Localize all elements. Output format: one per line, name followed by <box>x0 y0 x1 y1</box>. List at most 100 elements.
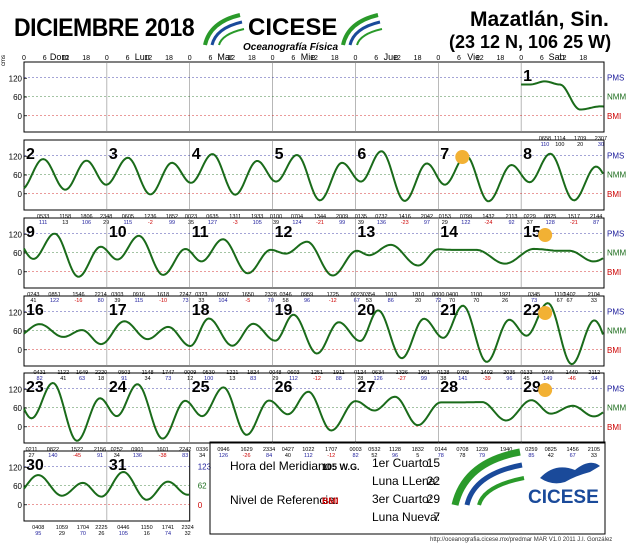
reference-level-label: NMM <box>607 403 626 412</box>
extreme-time-label: 1832 <box>412 447 424 453</box>
hour-tick-label: 18 <box>165 55 173 62</box>
hour-tick-label: 6 <box>457 55 461 62</box>
extreme-time-label: 0635 <box>206 214 218 220</box>
hour-tick-label: 12 <box>476 55 484 62</box>
hour-tick-label: 0 <box>519 55 523 62</box>
extreme-time-label: 0532 <box>368 447 380 453</box>
hour-tick-label: 6 <box>291 55 295 62</box>
extreme-time-label: 1013 <box>385 292 397 298</box>
extreme-height-label: 28 <box>357 376 363 382</box>
extreme-height-label: -38 <box>159 453 167 459</box>
hour-tick-label: 6 <box>374 55 378 62</box>
time-axis: 0 6 12 18 Dom 0 6 12 18 Lun 0 6 12 18 Mar 0 6 12 18 Mie 0 6 12… <box>22 52 587 62</box>
hour-tick-label: 12 <box>310 55 318 62</box>
extreme-height-label: 29 <box>272 376 278 382</box>
extreme-height-label: 126 <box>374 376 383 382</box>
extreme-height-label: 97 <box>424 220 430 226</box>
hour-tick-label: 6 <box>208 55 212 62</box>
extreme-height-label: 41 <box>60 376 66 382</box>
y-tick-label: 120 <box>9 308 23 317</box>
extreme-height-label: 13 <box>62 220 68 226</box>
extreme-height-label: 91 <box>121 376 127 382</box>
extreme-time-label: 2042 <box>421 214 433 220</box>
extreme-time-label: 2348 <box>100 214 112 220</box>
extreme-time-label: 1650 <box>242 292 254 298</box>
extreme-height-label: 85 <box>528 453 534 459</box>
extreme-time-label: 0658 <box>539 136 551 142</box>
extreme-height-label: 16 <box>144 531 150 537</box>
extreme-height-label: 106 <box>82 220 91 226</box>
extreme-height-label: 34 <box>199 453 205 459</box>
extreme-time-label: 0708 <box>456 447 468 453</box>
extreme-time-label: 0003 <box>349 447 361 453</box>
cicese-logo-text: CICESE <box>528 487 599 508</box>
extreme-height-label: 78 <box>459 453 465 459</box>
extreme-time-label: 1416 <box>399 214 411 220</box>
extreme-height-label: 96 <box>506 376 512 382</box>
extreme-time-label: 1806 <box>80 214 92 220</box>
extreme-height-label: 20 <box>415 298 421 304</box>
hour-tick-label: 18 <box>82 55 90 62</box>
y-tick-label: 60 <box>13 482 22 491</box>
extreme-time-label: 0533 <box>37 214 49 220</box>
hour-tick-label: 0 <box>436 55 440 62</box>
extreme-time-label: 0901 <box>131 447 143 453</box>
extreme-height-label: 73 <box>165 376 171 382</box>
extreme-height-label: 26 <box>98 531 104 537</box>
extreme-time-label: 1852 <box>166 214 178 220</box>
extreme-height-label: 87 <box>593 220 599 226</box>
extreme-time-label: 0023 <box>351 292 363 298</box>
tide-curve <box>521 80 604 111</box>
moon-phase-icon <box>538 228 553 242</box>
reference-level-label: PMS <box>607 307 624 316</box>
extreme-height-label: 94 <box>591 376 597 382</box>
extreme-height-label: 38 <box>440 376 446 382</box>
extreme-time-label: 0446 <box>117 525 129 531</box>
day-number: 22 <box>523 302 541 319</box>
day-number: 2 <box>26 146 35 163</box>
extreme-height-label: 149 <box>543 376 552 382</box>
hour-tick-label: 12 <box>62 55 70 62</box>
extreme-height-label: 88 <box>336 376 342 382</box>
org-name: CICESE <box>248 14 338 41</box>
extreme-time-label: 1059 <box>56 525 68 531</box>
hour-tick-label: 0 <box>22 55 26 62</box>
extreme-time-label: 0100 <box>270 214 282 220</box>
extreme-height-label: 78 <box>438 453 444 459</box>
extreme-time-label: 1725 <box>327 292 339 298</box>
day-number: 20 <box>357 302 375 319</box>
extreme-time-label: 1456 <box>567 447 579 453</box>
extreme-height-label: 73 <box>531 298 537 304</box>
extreme-height-label: -27 <box>398 376 406 382</box>
moon-phase-icon <box>538 306 553 320</box>
extreme-height-label: 141 <box>458 376 467 382</box>
extreme-time-label: 0153 <box>439 214 451 220</box>
moon-phase-label: 3er Cuarto: <box>372 492 432 506</box>
extreme-height-label: 70 <box>473 298 479 304</box>
extreme-time-label: 1704 <box>77 525 89 531</box>
extreme-time-label: 0229 <box>524 214 536 220</box>
tide-curve <box>23 470 190 501</box>
extreme-time-label: 0346 <box>279 292 291 298</box>
day-number: 3 <box>109 146 118 163</box>
moon-phase-day: 15 <box>427 456 441 470</box>
hour-tick-label: 0 <box>188 55 192 62</box>
extreme-height-label: -2 <box>148 220 153 226</box>
extreme-height-label: 136 <box>377 220 386 226</box>
reference-level-label: NMM <box>607 326 626 335</box>
moon-phase-label: Luna Nueva: <box>372 510 440 524</box>
day-number: 6 <box>357 146 366 163</box>
extreme-time-label: 2328 <box>265 292 277 298</box>
extreme-time-label: 0946 <box>217 447 229 453</box>
day-number: 24 <box>109 379 127 396</box>
extreme-height-label: 79 <box>479 453 485 459</box>
extreme-time-label: 2009 <box>336 214 348 220</box>
org-subtitle: Oceanografía Física <box>243 42 339 53</box>
extreme-height-label: -21 <box>570 220 578 226</box>
extreme-time-label: 2214 <box>95 292 107 298</box>
legend-box <box>209 441 606 535</box>
extreme-height-label: -16 <box>74 298 82 304</box>
hour-tick-label: 6 <box>43 55 47 62</box>
